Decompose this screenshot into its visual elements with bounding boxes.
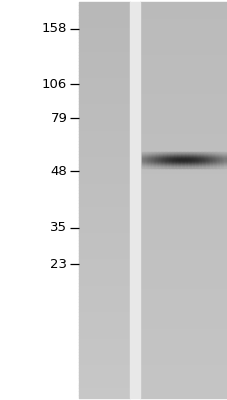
Text: 158: 158	[42, 22, 67, 35]
Text: 35: 35	[50, 222, 67, 234]
Text: 48: 48	[50, 165, 67, 178]
Text: 79: 79	[50, 112, 67, 124]
Text: 23: 23	[50, 258, 67, 270]
Text: 106: 106	[42, 78, 67, 90]
